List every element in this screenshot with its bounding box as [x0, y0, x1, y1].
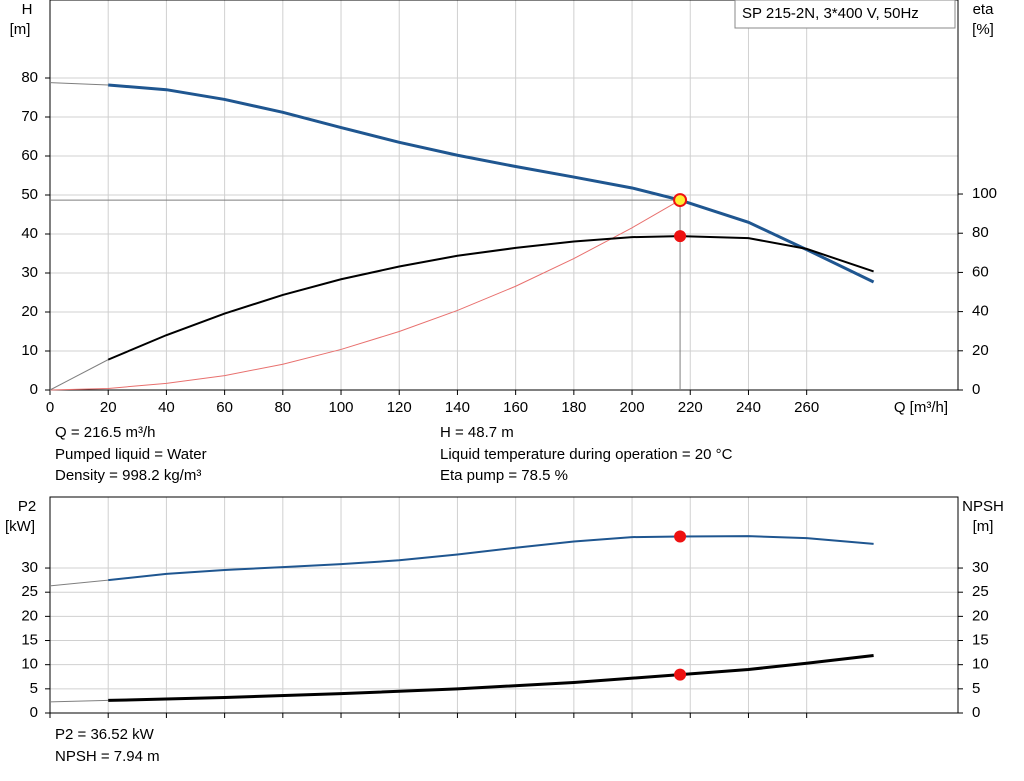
y-tick-label: 5	[30, 680, 38, 697]
x-tick-label: 120	[387, 399, 412, 416]
y2-axis-label: [m]	[973, 518, 994, 535]
y-tick-label: 25	[21, 583, 38, 600]
operating-point	[674, 668, 687, 681]
chart-title: SP 215-2N, 3*400 V, 50Hz	[742, 5, 919, 22]
y2-tick-label: 20	[972, 342, 989, 359]
curve	[49, 82, 109, 86]
y-tick-label: 20	[21, 303, 38, 320]
curve	[49, 199, 681, 391]
y2-tick-label: 80	[972, 224, 989, 241]
y-tick-label: 80	[21, 69, 38, 86]
info-text: Density = 998.2 kg/m³	[55, 467, 201, 484]
x-tick-label: 80	[274, 399, 291, 416]
y2-tick-label: 20	[972, 607, 989, 624]
y-axis-label: H	[22, 1, 33, 18]
operating-point	[674, 530, 687, 543]
x-tick-label: 20	[100, 399, 117, 416]
y2-tick-label: 100	[972, 185, 997, 202]
curve	[108, 83, 875, 284]
operating-point	[674, 230, 687, 243]
x-axis-label: Q [m³/h]	[894, 399, 948, 416]
y-axis-label: [kW]	[5, 518, 35, 535]
info-text: H = 48.7 m	[440, 424, 514, 441]
x-tick-label: 160	[503, 399, 528, 416]
y-tick-label: 40	[21, 225, 38, 242]
y2-tick-label: 25	[972, 583, 989, 600]
curve	[50, 199, 681, 390]
y2-tick-label: 60	[972, 263, 989, 280]
title-box	[734, 0, 956, 29]
curve	[108, 654, 874, 702]
y-tick-label: 0	[30, 704, 38, 721]
x-tick-label: 200	[620, 399, 645, 416]
y-tick-label: 30	[21, 559, 38, 576]
y-tick-label: 70	[21, 108, 38, 125]
plot: 0 10 20 30 40 50 60 70 80 0 20 40 60 80 100 0 20 40 60 80 10…	[10, 0, 997, 484]
curve	[108, 535, 874, 582]
y2-tick-label: 40	[972, 303, 989, 320]
y-tick-label: 10	[21, 342, 38, 359]
info-text: P2 = 36.52 kW	[55, 726, 155, 743]
y-tick-label: 30	[21, 264, 38, 281]
y-tick-label: 15	[21, 631, 38, 648]
plot: 0 5 10 15 20 25 30 0 5 10 15 20 25 30 P2 [kW] NPSH [m] P2 …	[5, 496, 1004, 765]
x-tick-label: 240	[736, 399, 761, 416]
y-tick-label: 20	[21, 607, 38, 624]
y2-axis-label: [%]	[972, 21, 994, 38]
x-tick-label: 60	[216, 399, 233, 416]
operating-point	[673, 193, 688, 208]
y2-axis-label: eta	[973, 1, 995, 18]
y2-tick-label: 0	[972, 381, 980, 398]
x-tick-label: 0	[46, 399, 54, 416]
y2-tick-label: 5	[972, 680, 980, 697]
x-tick-label: 140	[445, 399, 470, 416]
y-tick-label: 0	[30, 381, 38, 398]
y2-tick-label: 0	[972, 704, 980, 721]
y2-tick-label: 30	[972, 559, 989, 576]
info-text: Liquid temperature during operation = 20…	[440, 446, 733, 463]
info-text: NPSH = 7.94 m	[55, 748, 160, 765]
curve	[49, 699, 109, 703]
y-axis-label: P2	[18, 498, 36, 515]
y-tick-label: 60	[21, 147, 38, 164]
y-axis-label: [m]	[10, 21, 31, 38]
plot-frame	[49, 496, 959, 714]
y2-tick-label: 10	[972, 656, 989, 673]
curve	[49, 579, 109, 587]
info-text: Q = 216.5 m³/h	[55, 424, 155, 441]
curve	[49, 359, 109, 391]
x-tick-label: 100	[329, 399, 354, 416]
x-tick-label: 260	[794, 399, 819, 416]
y-tick-label: 10	[21, 656, 38, 673]
info-text: Eta pump = 78.5 %	[440, 467, 568, 484]
y2-tick-label: 15	[972, 631, 989, 648]
y2-axis-label: NPSH	[962, 498, 1004, 515]
x-tick-label: 180	[561, 399, 586, 416]
curve	[107, 235, 874, 361]
x-tick-label: 220	[678, 399, 703, 416]
y-tick-label: 50	[21, 186, 38, 203]
info-text: Pumped liquid = Water	[55, 446, 207, 463]
x-tick-label: 40	[158, 399, 175, 416]
